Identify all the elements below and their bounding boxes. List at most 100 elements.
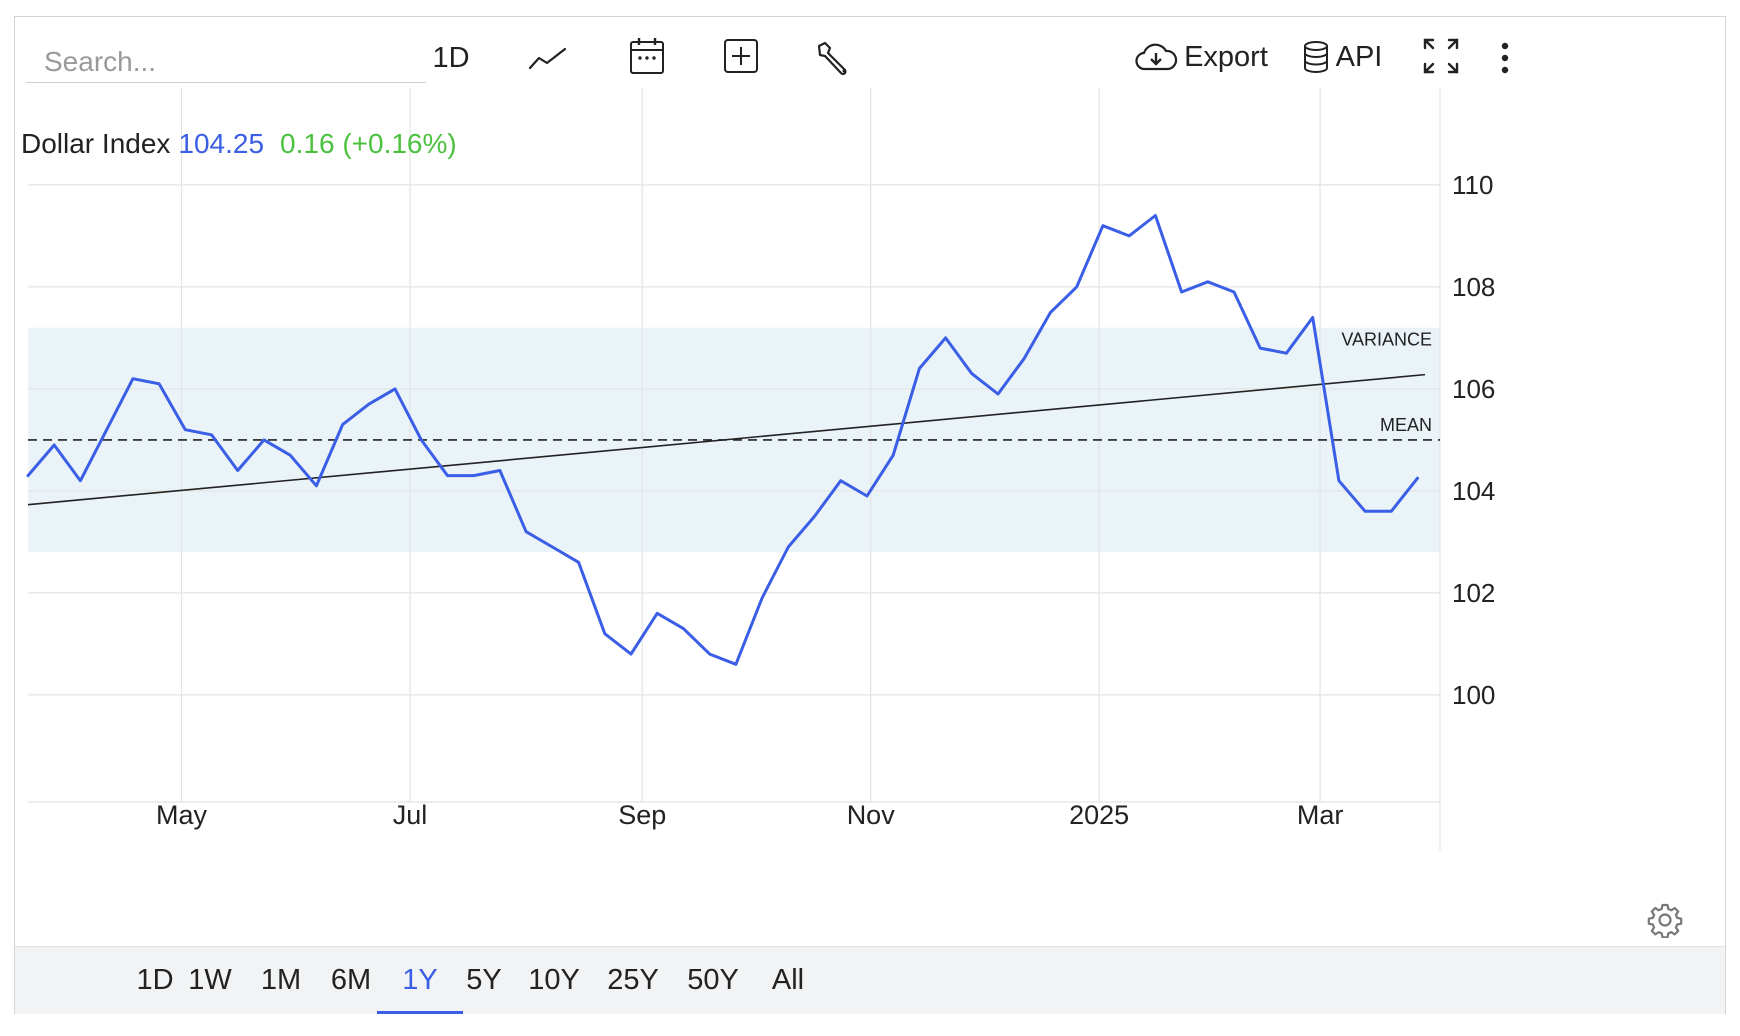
y-tick-label: 100 [1452,680,1495,710]
range-selector: 1D 1W 1M 6M 1Y 5Y 10Y 25Y 50Y All [15,946,1725,1014]
add-indicator-icon[interactable] [719,34,763,78]
data-point[interactable] [865,494,869,498]
data-point[interactable] [1337,479,1341,483]
data-point[interactable] [1048,310,1052,314]
x-tick-label: Nov [847,800,896,830]
range-1w[interactable]: 1W [188,964,232,996]
mean-label: MEAN [1380,415,1432,435]
data-point[interactable] [209,433,213,437]
data-point[interactable] [917,366,921,370]
data-point[interactable] [1389,509,1393,513]
trend-line [27,373,1426,506]
range-6m[interactable]: 6M [330,964,372,996]
api-button[interactable]: API [1297,34,1387,80]
data-point[interactable] [891,453,895,457]
range-1y[interactable]: 1Y [402,964,438,996]
data-point[interactable] [393,387,397,391]
more-vertical-icon[interactable] [1490,36,1520,80]
range-10y[interactable]: 10Y [528,964,580,996]
data-point[interactable] [498,468,502,472]
data-point[interactable] [760,596,764,600]
data-point[interactable] [52,443,56,447]
data-point[interactable] [340,422,344,426]
data-point[interactable] [288,453,292,457]
data-point[interactable] [157,382,161,386]
data-point[interactable] [524,530,528,534]
data-point[interactable] [1075,285,1079,289]
data-point[interactable] [131,377,135,381]
database-icon [1303,41,1328,73]
y-tick-label: 106 [1452,374,1495,404]
data-point[interactable] [262,438,266,442]
x-tick-label: Jul [393,800,428,830]
chart-svg[interactable]: 100 102 104 106 108 110 May Jul Sep Nov 2025 Mar MEA… [14,16,1726,946]
data-point[interactable] [1415,476,1419,480]
x-tick-label: May [156,800,208,830]
data-point[interactable] [576,560,580,564]
data-point[interactable] [236,468,240,472]
interval-button[interactable]: 1D [432,41,470,74]
data-point[interactable] [1127,234,1131,238]
data-point[interactable] [1284,351,1288,355]
data-point[interactable] [1258,346,1262,350]
cloud-download-icon [1135,43,1178,71]
data-point[interactable] [629,652,633,656]
data-point[interactable] [786,545,790,549]
api-label: API [1335,40,1383,73]
data-point[interactable] [550,545,554,549]
data-point[interactable] [419,438,423,442]
data-point[interactable] [812,514,816,518]
calendar-icon[interactable] [626,34,668,78]
y-tick-label: 110 [1452,170,1493,200]
data-point[interactable] [681,626,685,630]
data-point[interactable] [839,479,843,483]
data-point[interactable] [1179,290,1183,294]
data-point[interactable] [603,632,607,636]
data-point[interactable] [970,371,974,375]
gear-icon[interactable] [1647,902,1683,939]
export-button[interactable]: Export [1131,34,1271,80]
y-tick-label: 108 [1452,272,1495,302]
data-point[interactable] [26,473,30,477]
data-point[interactable] [996,392,1000,396]
range-50y[interactable]: 50Y [687,964,739,996]
export-label: Export [1184,40,1268,73]
search-input[interactable] [26,42,426,82]
range-1d[interactable]: 1D [136,964,174,996]
x-tick-label: Sep [618,800,666,830]
data-point[interactable] [943,336,947,340]
data-point[interactable] [1232,290,1236,294]
range-5y[interactable]: 5Y [466,964,502,996]
data-point[interactable] [1206,280,1210,284]
line-chart-icon[interactable] [526,36,570,80]
data-point[interactable] [1310,315,1314,319]
data-point[interactable] [104,428,108,432]
data-point[interactable] [734,662,738,666]
data-point[interactable] [655,611,659,615]
instrument-price: 104.25 [178,128,265,159]
instrument-header: Dollar Index 104.25 0.16 (+0.16%) [21,128,457,160]
fullscreen-icon[interactable] [1419,34,1463,78]
data-point[interactable] [367,402,371,406]
x-tick-label: Mar [1297,800,1344,830]
data-point[interactable] [78,479,82,483]
data-point[interactable] [1153,213,1157,217]
series-line-dollar-index[interactable] [26,214,1419,666]
range-all[interactable]: All [771,964,805,996]
chart-area[interactable]: 100 102 104 106 108 110 May Jul Sep Nov 2025 Mar MEA… [14,16,1726,946]
data-point[interactable] [1022,356,1026,360]
data-point[interactable] [314,484,318,488]
range-1m[interactable]: 1M [260,964,302,996]
data-point[interactable] [707,652,711,656]
data-point[interactable] [1363,509,1367,513]
data-point[interactable] [471,473,475,477]
data-point[interactable] [445,473,449,477]
wrench-icon[interactable] [811,36,855,80]
y-tick-label: 104 [1452,476,1495,506]
search-box[interactable] [26,42,426,83]
instrument-name: Dollar Index [21,128,171,159]
data-point[interactable] [1101,224,1105,228]
range-25y[interactable]: 25Y [607,964,659,996]
active-range-underline [377,1011,463,1014]
data-point[interactable] [183,428,187,432]
